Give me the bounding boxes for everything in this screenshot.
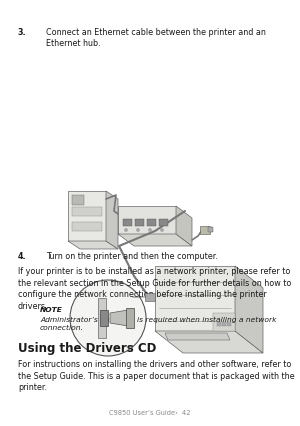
- Polygon shape: [110, 310, 128, 326]
- FancyBboxPatch shape: [222, 322, 226, 326]
- Polygon shape: [235, 266, 263, 353]
- Circle shape: [124, 228, 128, 231]
- FancyBboxPatch shape: [208, 227, 213, 232]
- FancyBboxPatch shape: [135, 219, 144, 226]
- FancyBboxPatch shape: [200, 226, 210, 234]
- Polygon shape: [68, 191, 106, 241]
- Polygon shape: [213, 313, 235, 331]
- Circle shape: [70, 280, 146, 356]
- FancyBboxPatch shape: [72, 222, 102, 231]
- Circle shape: [148, 228, 152, 231]
- Circle shape: [160, 228, 164, 231]
- Text: Turn on the printer and then the computer.: Turn on the printer and then the compute…: [46, 252, 218, 261]
- FancyBboxPatch shape: [159, 219, 168, 226]
- Text: C9850 User’s Guide›  42: C9850 User’s Guide› 42: [109, 410, 191, 416]
- Polygon shape: [165, 333, 230, 340]
- Text: 3.: 3.: [18, 28, 27, 37]
- Polygon shape: [98, 298, 106, 338]
- Polygon shape: [155, 266, 235, 331]
- Polygon shape: [155, 331, 263, 353]
- FancyBboxPatch shape: [227, 322, 231, 326]
- Polygon shape: [176, 206, 192, 246]
- FancyBboxPatch shape: [217, 322, 221, 326]
- FancyBboxPatch shape: [72, 195, 84, 205]
- Circle shape: [136, 228, 140, 231]
- FancyBboxPatch shape: [147, 219, 156, 226]
- Text: Using the Drivers CD: Using the Drivers CD: [18, 342, 156, 355]
- FancyBboxPatch shape: [123, 219, 132, 226]
- Polygon shape: [118, 234, 192, 246]
- Text: Administrator’s authority is required when installing a network
connection.: Administrator’s authority is required wh…: [40, 317, 277, 331]
- Polygon shape: [106, 191, 118, 249]
- FancyBboxPatch shape: [72, 207, 102, 216]
- Polygon shape: [118, 206, 176, 234]
- Polygon shape: [126, 308, 134, 328]
- Polygon shape: [68, 241, 118, 249]
- FancyBboxPatch shape: [100, 310, 108, 326]
- Text: NOTE: NOTE: [40, 307, 63, 313]
- FancyBboxPatch shape: [145, 293, 155, 301]
- Text: 4.: 4.: [18, 252, 27, 261]
- Text: Connect an Ethernet cable between the printer and an
Ethernet hub.: Connect an Ethernet cable between the pr…: [46, 28, 266, 49]
- Text: For instructions on installing the drivers and other software, refer to
the Setu: For instructions on installing the drive…: [18, 360, 295, 392]
- Text: If your printer is to be installed as a network printer, please refer to
the rel: If your printer is to be installed as a …: [18, 267, 291, 311]
